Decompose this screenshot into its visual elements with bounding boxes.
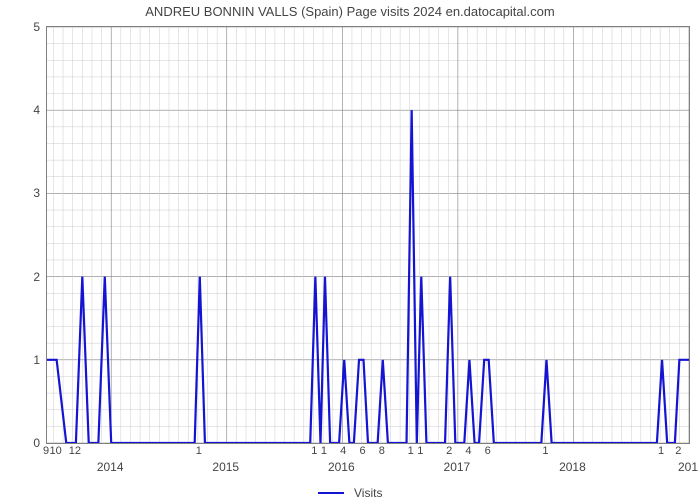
x-tick-value-label: 2 [439,445,459,457]
x-tick-value-label: 1 [410,445,430,457]
x-tick-value-label: 8 [372,445,392,457]
legend-label: Visits [354,486,382,500]
x-tick-year-label: 201 [666,460,700,474]
chart-title: ANDREU BONNIN VALLS (Spain) Page visits … [0,4,700,19]
x-tick-year-label: 2014 [88,460,132,474]
y-tick-label: 3 [10,186,40,200]
y-tick-label: 4 [10,103,40,117]
x-tick-value-label: 4 [333,445,353,457]
x-tick-year-label: 2018 [550,460,594,474]
chart-container: ANDREU BONNIN VALLS (Spain) Page visits … [0,0,700,500]
legend-swatch [318,492,344,494]
x-tick-value-label: 1 [189,445,209,457]
y-tick-label: 1 [10,353,40,367]
y-tick-label: 2 [10,270,40,284]
x-tick-value-label: 1 [314,445,334,457]
x-tick-value-label: 1 [535,445,555,457]
y-tick-label: 5 [10,20,40,34]
x-tick-value-label: 2 [668,445,688,457]
chart-plot [46,26,690,444]
x-tick-year-label: 2017 [435,460,479,474]
x-tick-value-label: 6 [478,445,498,457]
x-tick-year-label: 2016 [319,460,363,474]
x-tick-value-label: 10 [46,445,66,457]
x-tick-value-label: 4 [458,445,478,457]
x-tick-value-label: 12 [65,445,85,457]
chart-legend: Visits [0,484,700,502]
x-tick-year-label: 2015 [204,460,248,474]
x-tick-value-label: 6 [353,445,373,457]
